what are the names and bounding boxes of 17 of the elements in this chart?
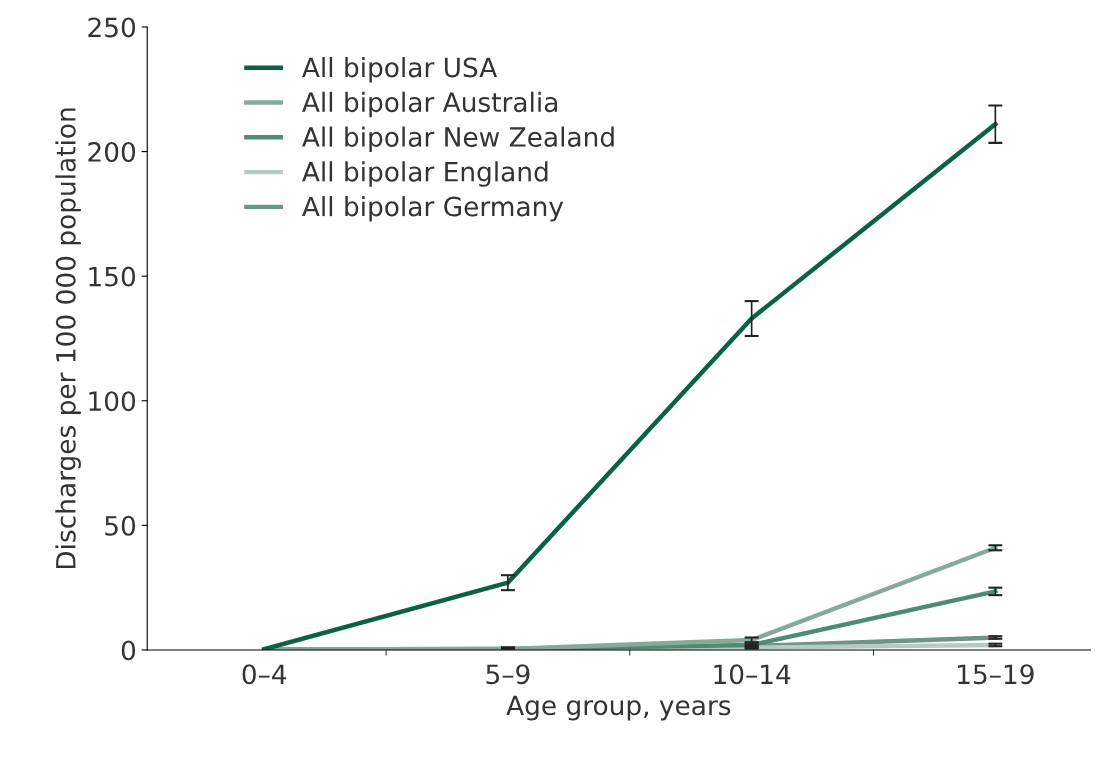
legend-label: All bipolar New Zealand	[302, 126, 614, 153]
legend-label: All bipolar England	[302, 161, 548, 187]
legend-label: All bipolar Australia	[302, 91, 558, 118]
y-axis-title: Discharges per 100 000 population	[55, 108, 81, 569]
x-tick-label: 15–19	[958, 664, 1034, 685]
y-tick-label: 150	[89, 266, 136, 287]
y-tick-label: 250	[88, 17, 136, 38]
y-tick-label: 200	[88, 142, 136, 162]
x-tick-label: 10–14	[714, 664, 791, 685]
legend-label: All bipolar Germany	[302, 196, 564, 222]
y-tick-label: 100	[89, 391, 136, 412]
x-tick-label: 0–4	[242, 664, 287, 685]
legend-label: All bipolar USA	[302, 56, 498, 83]
y-tick-label: 0	[121, 640, 136, 661]
x-axis-title: Age group, years	[506, 695, 731, 721]
x-tick-label: 5–9	[486, 664, 530, 685]
y-tick-label: 50	[105, 515, 136, 536]
